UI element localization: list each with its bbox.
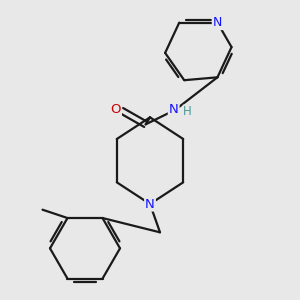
Text: N: N — [169, 103, 178, 116]
Text: N: N — [145, 197, 155, 211]
Text: N: N — [213, 16, 222, 29]
Text: O: O — [110, 103, 121, 116]
Text: H: H — [183, 105, 192, 118]
